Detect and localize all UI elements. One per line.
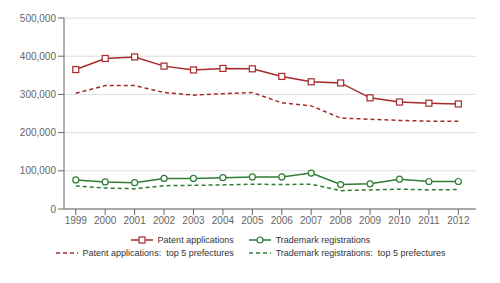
svg-text:200,000: 200,000 — [20, 127, 57, 138]
html-text:Trademark registrations: top 5: Trademark registrations: top 5 prefectur… — [275, 248, 446, 258]
svg-text:2008: 2008 — [330, 215, 353, 226]
svg-text:2004: 2004 — [212, 215, 235, 226]
svg-text:0: 0 — [50, 204, 56, 215]
svg-text:2001: 2001 — [124, 215, 147, 226]
svg-text:2012: 2012 — [447, 215, 470, 226]
svg-text:100,000: 100,000 — [20, 165, 57, 176]
svg-text:2006: 2006 — [271, 215, 294, 226]
svg-text:2003: 2003 — [182, 215, 205, 226]
svg-text:500,000: 500,000 — [20, 13, 57, 24]
svg-text:2002: 2002 — [153, 215, 176, 226]
svg-text:400,000: 400,000 — [20, 51, 57, 62]
svg-text:1999: 1999 — [65, 215, 88, 226]
svg-text:2005: 2005 — [241, 215, 264, 226]
html-text:Patent applications: top 5 pre: Patent applications: top 5 prefectures — [82, 248, 234, 258]
html-text:Patent applications: Patent applications — [157, 235, 234, 245]
svg-text:2011: 2011 — [418, 215, 440, 226]
html-text:Trademark registrations: Trademark registrations — [275, 235, 371, 245]
svg-text:300,000: 300,000 — [20, 89, 57, 100]
svg-text:2009: 2009 — [359, 215, 382, 226]
svg-text:2000: 2000 — [94, 215, 117, 226]
svg-text:2007: 2007 — [300, 215, 323, 226]
svg-text:2010: 2010 — [388, 215, 411, 226]
